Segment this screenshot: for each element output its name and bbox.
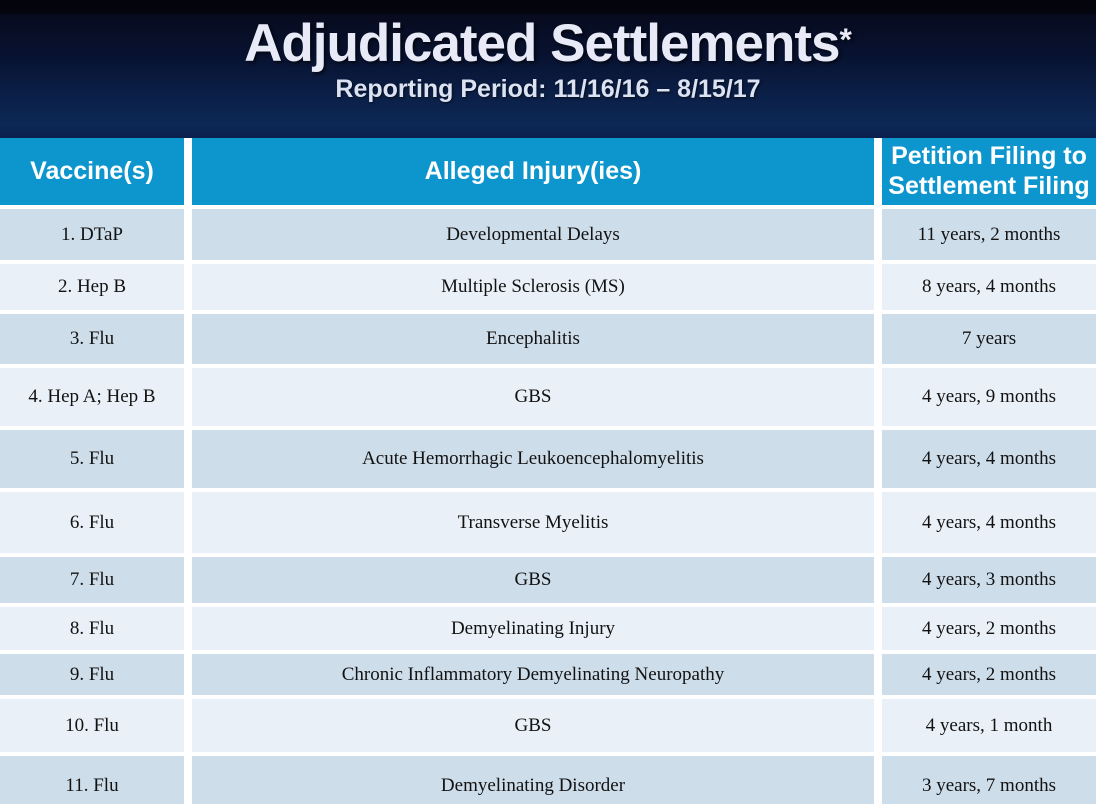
injury-cell: Demyelinating Injury bbox=[192, 607, 874, 650]
vaccine-cell: 8. Flu bbox=[0, 607, 184, 650]
injury-cell: Acute Hemorrhagic Leukoencephalomyelitis bbox=[192, 430, 874, 488]
duration-cell: 8 years, 4 months bbox=[882, 264, 1096, 310]
vaccine-cell: 10. Flu bbox=[0, 699, 184, 752]
vaccine-cell: 2. Hep B bbox=[0, 264, 184, 310]
duration-cell: 11 years, 2 months bbox=[882, 209, 1096, 260]
duration-cell: 4 years, 4 months bbox=[882, 430, 1096, 488]
injury-cell: GBS bbox=[192, 368, 874, 426]
injury-cell: Developmental Delays bbox=[192, 209, 874, 260]
duration-cell: 4 years, 1 month bbox=[882, 699, 1096, 752]
duration-cell: 4 years, 9 months bbox=[882, 368, 1096, 426]
injury-cell: Transverse Myelitis bbox=[192, 492, 874, 553]
slide-title: Adjudicated Settlements* bbox=[244, 14, 852, 73]
duration-cell: 4 years, 3 months bbox=[882, 557, 1096, 603]
settlements-table: Vaccine(s) Alleged Injury(ies) Petition … bbox=[0, 138, 1096, 804]
title-asterisk: * bbox=[839, 20, 852, 57]
duration-cell: 7 years bbox=[882, 314, 1096, 364]
injury-cell: GBS bbox=[192, 699, 874, 752]
vaccine-cell: 3. Flu bbox=[0, 314, 184, 364]
vaccine-cell: 11. Flu bbox=[0, 756, 184, 804]
injury-cell: GBS bbox=[192, 557, 874, 603]
vaccine-cell: 6. Flu bbox=[0, 492, 184, 553]
duration-cell: 3 years, 7 months bbox=[882, 756, 1096, 804]
vaccine-cell: 1. DTaP bbox=[0, 209, 184, 260]
vaccine-cell: 5. Flu bbox=[0, 430, 184, 488]
column-header-alleged-injuries: Alleged Injury(ies) bbox=[192, 138, 874, 205]
injury-cell: Multiple Sclerosis (MS) bbox=[192, 264, 874, 310]
vaccine-cell: 9. Flu bbox=[0, 654, 184, 695]
duration-cell: 4 years, 2 months bbox=[882, 654, 1096, 695]
vaccine-cell: 4. Hep A; Hep B bbox=[0, 368, 184, 426]
injury-cell: Encephalitis bbox=[192, 314, 874, 364]
duration-cell: 4 years, 2 months bbox=[882, 607, 1096, 650]
injury-cell: Chronic Inflammatory Demyelinating Neuro… bbox=[192, 654, 874, 695]
column-header-vaccines: Vaccine(s) bbox=[0, 138, 184, 205]
column-header-petition-to-settlement: Petition Filing to Settlement Filing bbox=[882, 138, 1096, 205]
duration-cell: 4 years, 4 months bbox=[882, 492, 1096, 553]
slide-title-text: Adjudicated Settlements bbox=[244, 14, 840, 73]
injury-cell: Demyelinating Disorder bbox=[192, 756, 874, 804]
slide-subtitle: Reporting Period: 11/16/16 – 8/15/17 bbox=[335, 75, 761, 104]
slide-header: Adjudicated Settlements* Reporting Perio… bbox=[0, 0, 1096, 138]
vaccine-cell: 7. Flu bbox=[0, 557, 184, 603]
